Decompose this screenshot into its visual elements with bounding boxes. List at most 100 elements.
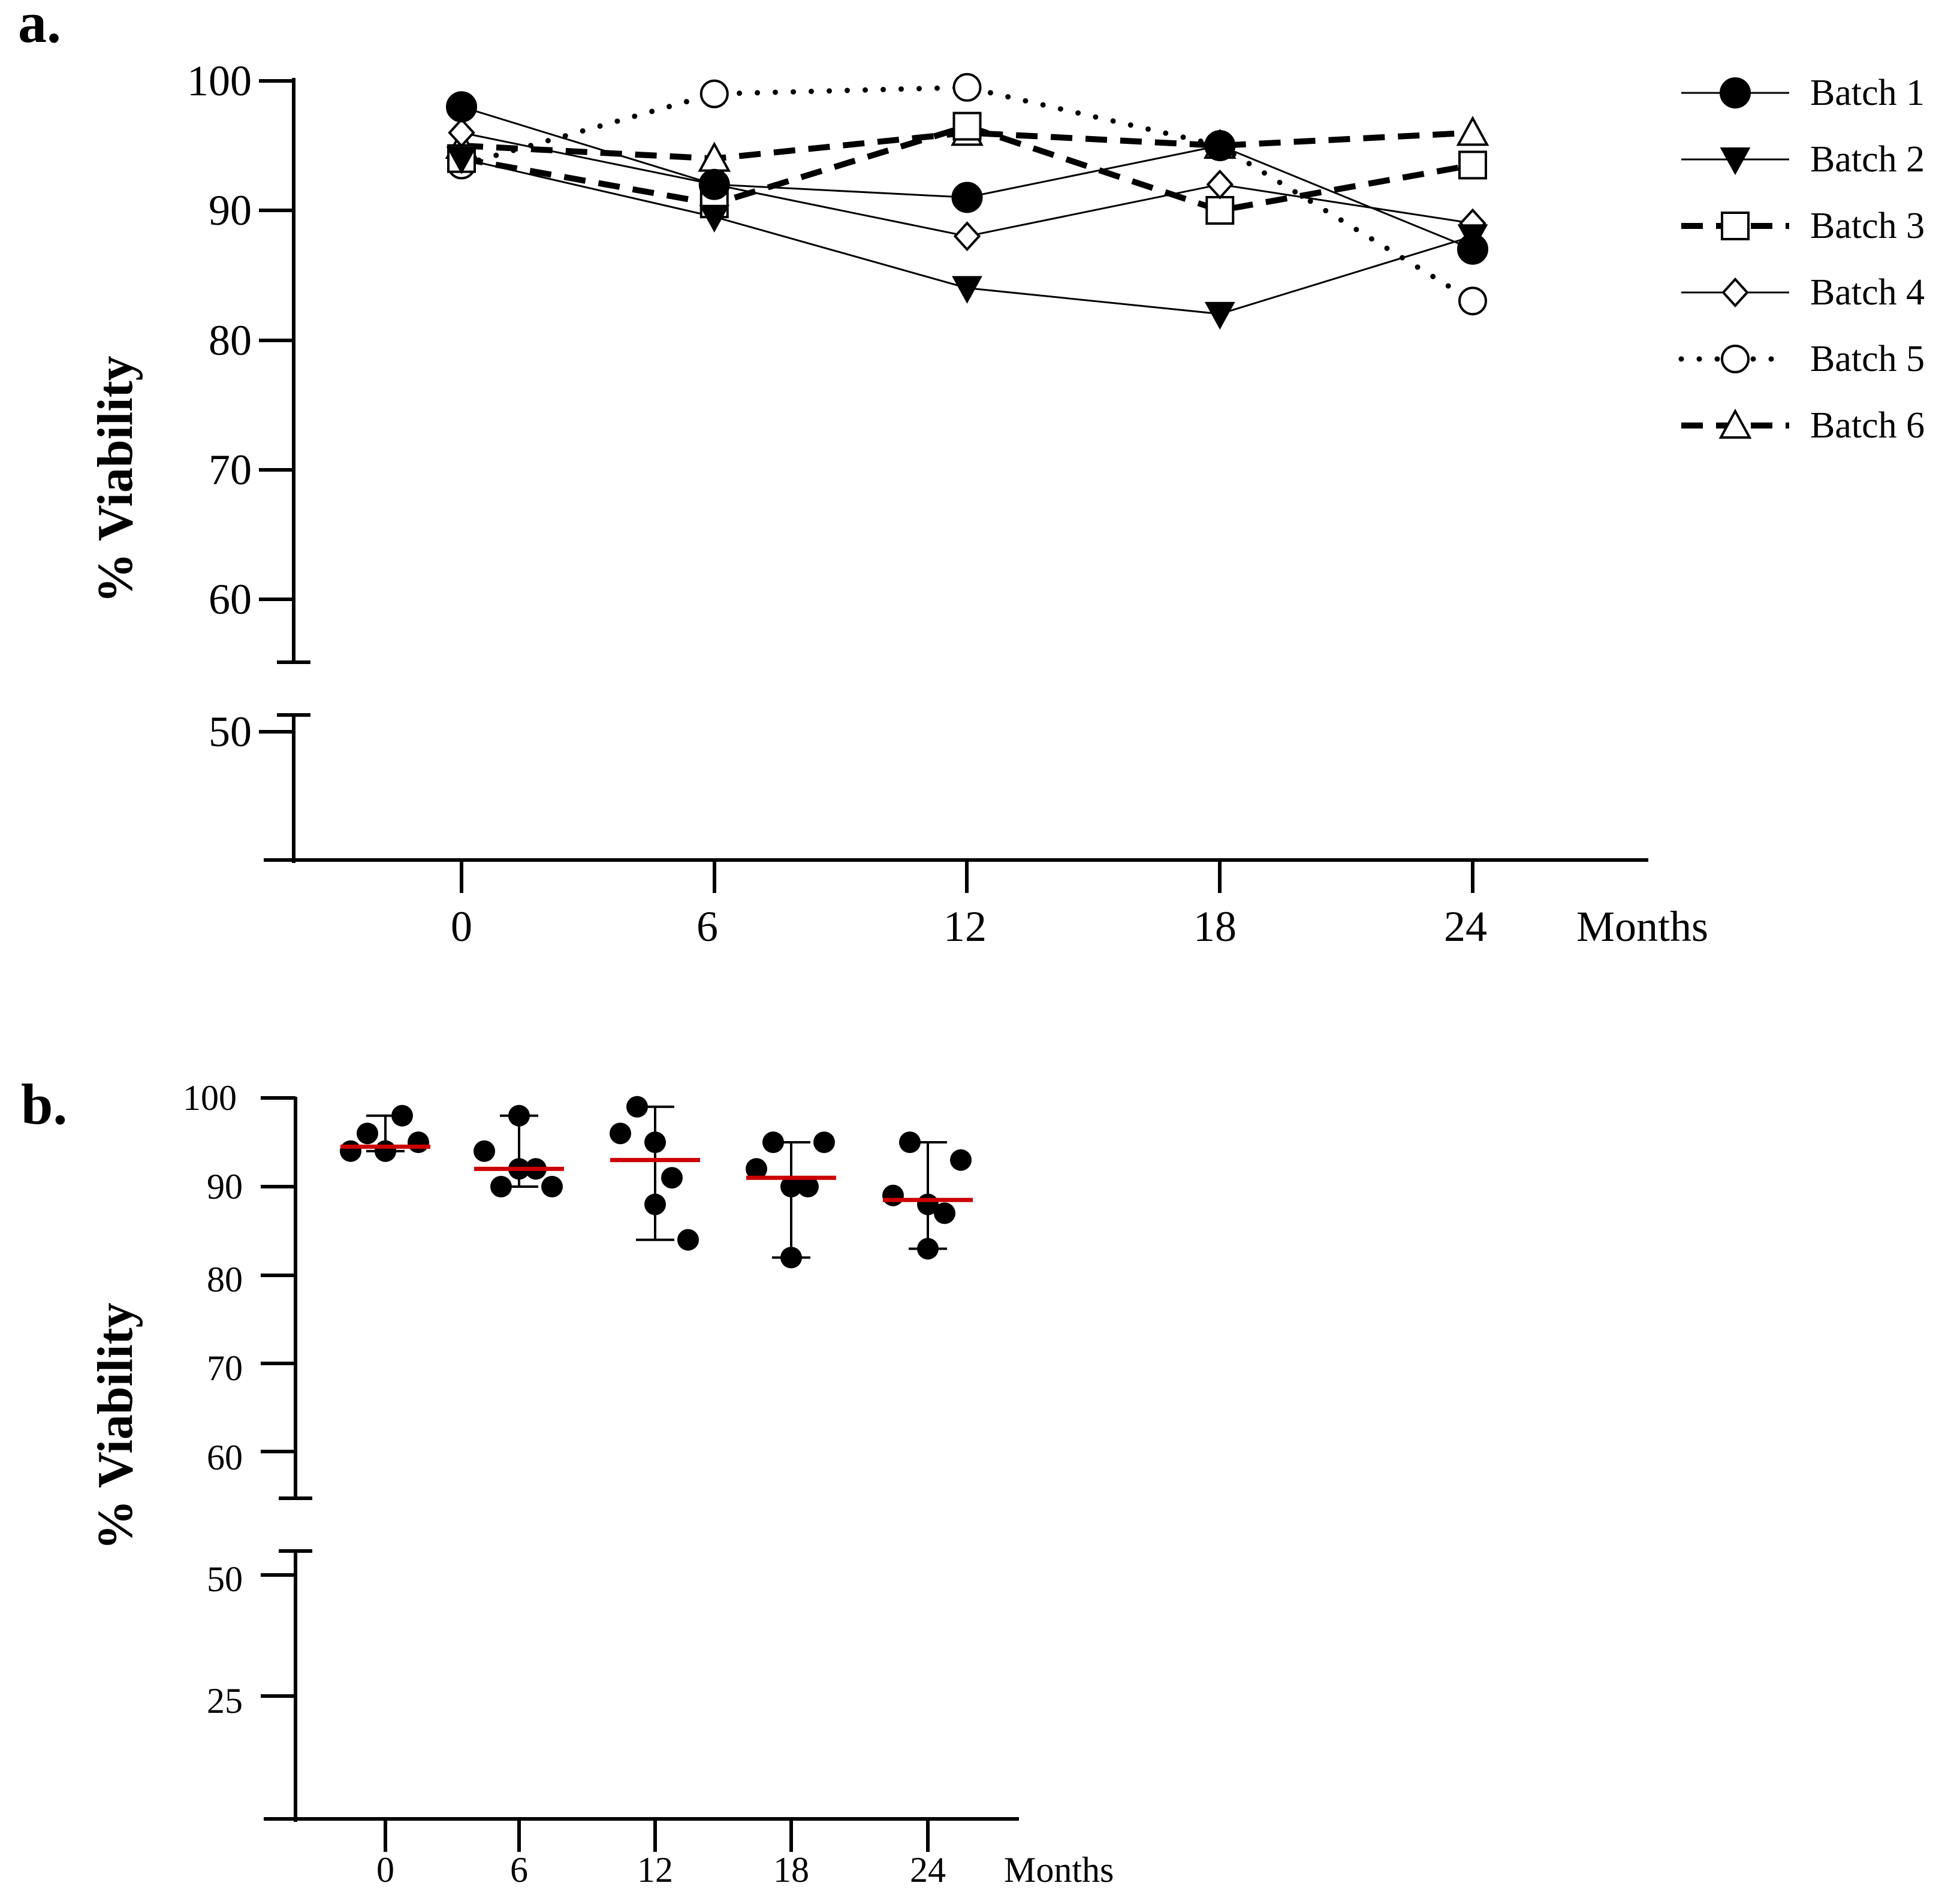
panel-b-marks [340,1096,973,1269]
panel-b-x-tick-label: 6 [510,1850,528,1890]
data-point [1204,301,1235,330]
data-point [953,221,981,252]
panel-a: a. 100 90 80 70 60 50 0 6 [18,0,1925,951]
data-point [780,1176,802,1197]
panel-a-axes [264,78,1648,863]
legend-marker [1721,345,1750,373]
panel-b-y-ticks: 100 90 80 70 60 50 25 [183,1078,295,1721]
legend-label: Batch 6 [1810,405,1925,446]
panel-a-x-tick-label: 6 [696,903,718,951]
panel-b: b. 100 90 80 70 60 50 25 0 [21,1072,1114,1890]
data-point [357,1123,378,1145]
legend-marker [1720,147,1751,176]
data-point [644,1131,666,1153]
data-point [699,204,730,233]
panel-b-y-tick-label: 50 [207,1559,243,1599]
data-point [882,1184,904,1206]
panel-b-x-ticks: 0 6 12 18 24 Months [376,1819,1114,1890]
legend-marker [1718,408,1752,439]
panel-a-x-axis-title: Months [1576,903,1708,951]
data-point [446,91,477,123]
legend-label: Batch 5 [1810,339,1925,379]
data-point [746,1158,767,1180]
data-point [375,1140,396,1162]
panel-b-x-axis-title: Months [1004,1850,1114,1890]
panel-b-x-tick-label: 24 [910,1850,946,1890]
data-point [699,79,729,108]
panel-b-x-tick-label: 12 [637,1850,673,1890]
panel-a-y-ticks: 100 90 80 70 60 50 [187,57,294,756]
panel-a-x-tick-label: 18 [1193,903,1237,951]
legend-marker [1721,277,1749,307]
panel-a-y-tick-label: 60 [209,575,252,623]
data-point [1204,130,1236,161]
data-point [448,117,475,148]
panel-a-y-tick-label: 50 [209,708,252,756]
data-point [446,146,477,174]
data-point [698,168,730,200]
panel-b-axes [264,1097,1019,1822]
data-point [934,1202,955,1224]
data-point [951,182,983,213]
panel-b-y-tick-label: 90 [207,1167,243,1206]
data-point [1457,233,1488,265]
data-point [490,1176,512,1197]
data-point [1458,150,1487,180]
legend-label: Batch 4 [1810,272,1925,313]
data-point [391,1105,413,1127]
panel-a-legend: Batch 1 Batch 2 Batch 3 Batch 4 Batch 5 Batch… [1678,73,1925,446]
data-point [780,1247,802,1269]
panel-b-y-tick-label: 100 [183,1078,237,1118]
panel-b-x-tick-label: 18 [773,1850,809,1890]
panel-b-y-axis-title: % Viability [88,1302,143,1550]
data-point [644,1193,666,1215]
panel-b-y-tick-label: 80 [207,1260,243,1299]
data-point [508,1105,530,1127]
panel-a-y-tick-label: 70 [209,446,252,494]
data-point [797,1176,819,1197]
panel-a-series-markers [445,73,1489,330]
data-point [813,1131,835,1153]
data-point [917,1193,939,1215]
data-point [610,1123,631,1145]
data-point [952,73,982,102]
data-point [762,1131,784,1153]
data-point [474,1140,495,1162]
panel-b-y-tick-label: 70 [207,1348,243,1388]
panel-a-y-axis-title: % Viability [88,355,143,603]
series-line [461,123,1473,214]
legend-marker [1721,212,1750,240]
panel-b-label: b. [21,1072,67,1136]
legend-label: Batch 3 [1810,206,1925,246]
panel-a-x-tick-label: 0 [451,903,472,951]
data-point [1458,286,1487,316]
data-point [899,1131,921,1153]
data-point [541,1176,563,1197]
data-point [1456,116,1489,146]
data-point [408,1131,429,1153]
panel-b-x-tick-label: 0 [376,1850,394,1890]
legend-marker [1720,77,1751,108]
legend-label: Batch 1 [1810,73,1925,113]
data-point [952,111,982,141]
panel-a-x-ticks: 0 6 12 18 24 Months [451,860,1708,951]
panel-a-y-tick-label: 80 [209,316,252,364]
data-point [340,1140,361,1162]
panel-b-y-tick-label: 60 [207,1438,243,1477]
data-point [1206,169,1234,200]
panel-a-x-tick-label: 24 [1444,903,1487,951]
data-point [952,276,982,304]
panel-b-y-tick-label: 25 [207,1681,243,1721]
panel-a-y-tick-label: 90 [209,186,252,234]
data-point [950,1149,972,1171]
legend-label: Batch 2 [1810,139,1925,180]
panel-a-label: a. [18,0,61,55]
data-point [626,1096,648,1118]
data-point [917,1238,939,1260]
panel-a-x-tick-label: 12 [943,903,987,951]
panel-a-y-tick-label: 100 [187,57,252,105]
data-point [1205,196,1235,225]
data-point [677,1229,699,1251]
